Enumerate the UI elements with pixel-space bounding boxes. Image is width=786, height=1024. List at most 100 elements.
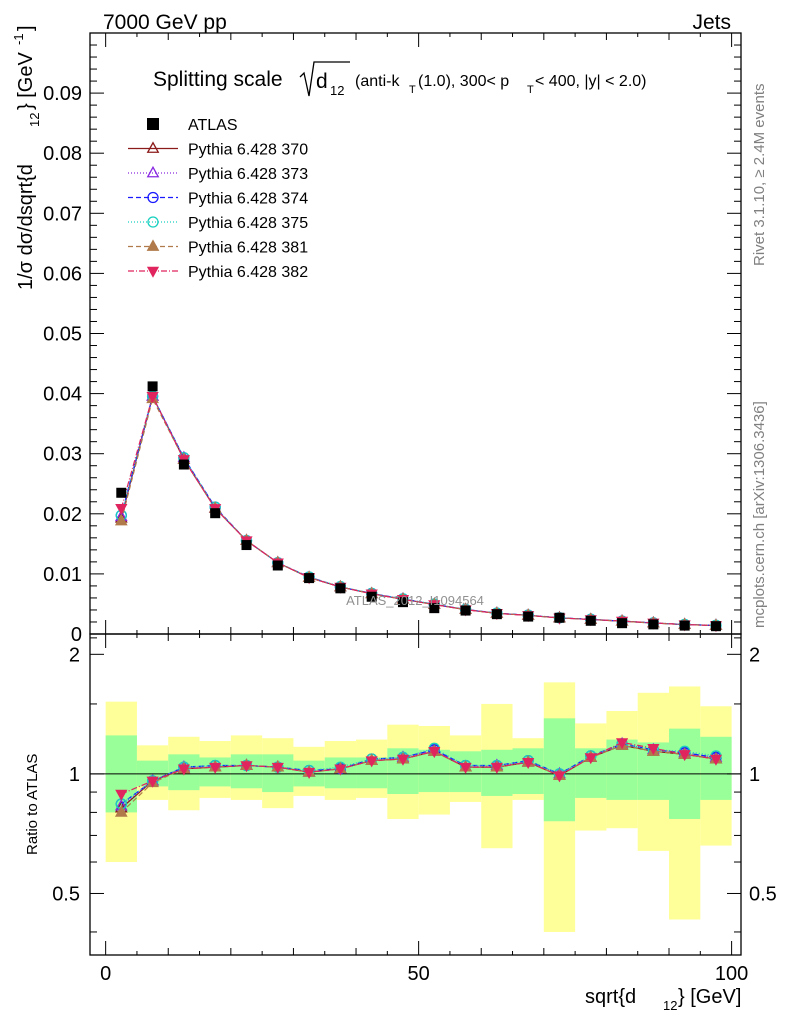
mc-series-point: [114, 513, 128, 526]
ratio-tick-label-left: 0.5: [52, 883, 80, 905]
ratio-tick-label-left: 2: [69, 644, 80, 666]
x-tick-label: 0: [100, 963, 111, 985]
ratio-frame: [89, 633, 742, 956]
data-point: [335, 583, 346, 594]
y-tick-label: 0.02: [43, 504, 82, 526]
legend-marker: [146, 239, 160, 251]
data-point: [397, 597, 408, 608]
y-tick-label: 0.04: [43, 384, 82, 406]
ratio-series-point: [146, 776, 159, 788]
ylabel-close: ]: [15, 25, 37, 31]
ratio-tick-label-right: 0.5: [749, 883, 777, 905]
title-details-2: (1.0), 300< p: [418, 73, 509, 90]
ratio-series-point: [365, 756, 378, 768]
y-tick-label: 0.08: [43, 143, 82, 165]
title-details-sub: T: [409, 84, 416, 96]
ratio-series-point: [584, 753, 597, 765]
ratio-series-point: [553, 771, 566, 783]
title-sqrt-sub: 12: [330, 83, 344, 98]
data-point: [429, 603, 440, 614]
data-point: [679, 620, 690, 631]
ratio-series-point: [334, 764, 347, 776]
ratio-series-point: [396, 754, 410, 766]
legend-label: Pythia 6.428 382: [188, 264, 308, 281]
legend-label: Pythia 6.428 375: [188, 215, 308, 232]
ratio-series-point: [459, 762, 472, 774]
legend-label: Pythia 6.428 374: [188, 191, 308, 208]
data-point: [304, 573, 315, 584]
ratio-series-line: [121, 741, 717, 795]
data-point: [460, 605, 471, 616]
y-tick-label: 0.06: [43, 263, 82, 285]
xlabel-sub: 12: [663, 998, 677, 1013]
title-details-sub2: T: [527, 84, 534, 96]
data-point: [523, 611, 534, 622]
title-sqrt-arg: d: [316, 70, 328, 93]
data-point: [554, 612, 565, 623]
axes-frame: 0 50 100 0 0.01 0.02 0.03 0.04 0.05 0.06 0.07 0.08 0…: [43, 32, 777, 985]
ratio-series-point: [302, 767, 316, 779]
title-details-3: < 400, |y| < 2.0): [535, 73, 647, 90]
legend-marker: [147, 118, 159, 130]
ratio-band-inner: [700, 736, 732, 800]
legend-marker: [147, 191, 159, 204]
y-tick-label: 0.07: [43, 203, 82, 225]
ratio-series-point: [522, 757, 535, 770]
ratio-series-point: [177, 764, 190, 776]
ratio-series-point: [678, 750, 691, 762]
title-main: Splitting scale: [153, 68, 283, 91]
legend-label: Pythia 6.428 370: [188, 142, 308, 159]
y-axis-label: 1/σ dσ/dsqrt{d 12 } [GeV -1 ]: [11, 25, 42, 290]
watermark: ATLAS_2012_I1094564: [346, 593, 484, 608]
xlabel-main: sqrt{d: [585, 986, 636, 1008]
data-point: [272, 560, 283, 571]
data-point: [116, 487, 127, 498]
y-tick-label: 0.03: [43, 444, 82, 466]
header-right: Jets: [692, 11, 731, 34]
y-tick-label: 0.09: [43, 83, 82, 105]
y-tick-label: 0.01: [43, 564, 82, 586]
data-point: [210, 508, 221, 519]
ratio-series-point: [209, 762, 222, 774]
data-point: [585, 615, 596, 626]
plot-title: Splitting scale d 12 (anti-k T (1.0), 30…: [153, 61, 647, 98]
legend: ATLAS Pythia 6.428 370 Pythia 6.428 373 Pyt…: [128, 117, 308, 281]
ylabel-sub: 12: [27, 113, 42, 127]
x-tick-label: 100: [715, 963, 748, 985]
ylabel-sup: -1: [11, 33, 26, 45]
title-details-1: (anti-k: [355, 73, 400, 90]
ratio-series-point: [114, 805, 128, 817]
legend-label: Pythia 6.428 381: [188, 240, 308, 257]
y-tick-label: 0.05: [43, 324, 82, 346]
legend-marker: [146, 266, 160, 278]
ratio-series-point: [271, 762, 284, 774]
ratio-series-point: [115, 789, 128, 801]
mc-series-point: [115, 504, 128, 516]
sqrt-sign: [299, 61, 350, 97]
data-point: [491, 609, 502, 620]
rivet-label: Rivet 3.1.10, ≥ 2.4M events: [751, 84, 768, 267]
legend-label: ATLAS: [188, 117, 238, 134]
ratio-series-point: [647, 744, 660, 756]
ratio-tick-label-right: 1: [749, 764, 760, 786]
ratio-tick-label-right: 2: [749, 644, 760, 666]
legend-marker: [146, 165, 160, 178]
data-point: [366, 591, 377, 602]
main-panel: [114, 381, 723, 633]
ratio-y-label: Ratio to ATLAS: [24, 754, 41, 855]
ratio-series-point: [240, 761, 253, 773]
ratio-series-point: [428, 747, 441, 759]
x-axis-label: sqrt{d 12 } [GeV]: [585, 986, 741, 1013]
data-point: [648, 619, 659, 630]
x-tick-label: 50: [408, 963, 430, 985]
data-point: [710, 621, 721, 632]
ratio-series-point: [615, 738, 629, 750]
ylabel-end: } [GeV: [15, 52, 37, 110]
ratio-series-line: [120, 743, 717, 805]
ratio-series-point: [709, 754, 723, 766]
mc-series-line: [120, 394, 716, 627]
legend-marker: [147, 216, 159, 228]
ratio-tick-label-left: 1: [69, 764, 80, 786]
legend-marker: [146, 141, 160, 153]
